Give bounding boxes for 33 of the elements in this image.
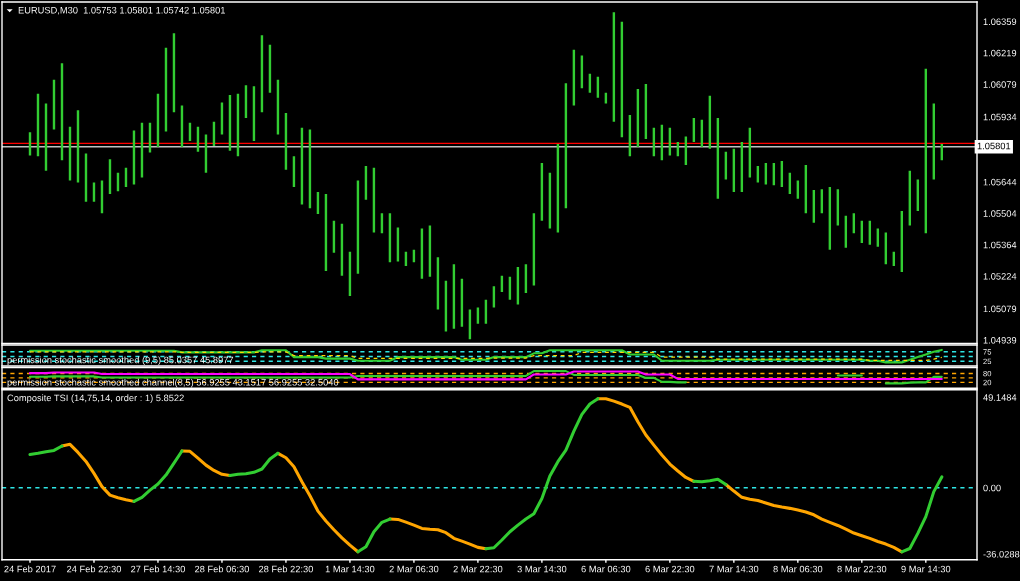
y-tick-label: 1.05364 xyxy=(983,241,1017,249)
y-tick-label: 1.06079 xyxy=(983,81,1017,88)
chart-title: EURUSD,M30 1.05753 1.05801 1.05742 1.05801 xyxy=(18,6,225,15)
y-tick-label: 1.05079 xyxy=(983,305,1017,313)
ref-line-label: 1.05801 xyxy=(977,142,1011,150)
x-tick-label: 6 Mar 06:30 xyxy=(581,565,631,573)
y-tick-label: 1.06219 xyxy=(983,49,1017,57)
x-tick-label: 6 Mar 22:30 xyxy=(645,565,695,573)
x-tick-label: 2 Mar 06:30 xyxy=(389,565,439,573)
y-tick-label: 1.05934 xyxy=(983,113,1017,121)
x-tick-label: 7 Mar 14:30 xyxy=(709,565,759,573)
y-tick-label: 1.05644 xyxy=(983,178,1017,186)
x-tick-label: 8 Mar 22:30 xyxy=(837,565,887,573)
chart-title: Composite TSI (14,75,14, order : 1) 5.8522 xyxy=(7,394,184,404)
y-tick-label: 1.05224 xyxy=(983,273,1017,280)
x-tick-label: 1 Mar 14:30 xyxy=(325,565,375,573)
text: permission stochastic smoothed channel(8,5) 56.9255 43.1517 56.9255 32.5040 xyxy=(7,378,339,388)
x-tick-label: 28 Feb 06:30 xyxy=(195,565,250,573)
y-tick-label: 1.04939 xyxy=(983,337,1017,344)
x-tick-label: 24 Feb 22:30 xyxy=(67,565,122,573)
y-tick-label: 49.1484 xyxy=(983,394,1017,401)
y-tick-label: 1.06359 xyxy=(983,18,1017,25)
x-tick-label: 8 Mar 06:30 xyxy=(773,565,823,573)
y-tick-label: 1.05504 xyxy=(983,210,1017,217)
x-tick-label: 28 Feb 22:30 xyxy=(258,565,313,573)
x-tick-label: 9 Mar 14:30 xyxy=(901,565,951,573)
y-tick-label: -36.0288 xyxy=(983,550,1020,558)
x-tick-label: 3 Mar 14:30 xyxy=(517,565,567,573)
y-tick-label: 0.00 xyxy=(983,484,1001,492)
text: permission stochastic smoothed (9,5) 85.0357 45.8977 xyxy=(7,356,234,366)
x-tick-label: 27 Feb 14:30 xyxy=(131,565,186,573)
x-tick-label: 2 Mar 22:30 xyxy=(453,565,503,573)
x-tick-label: 24 Feb 2017 xyxy=(4,565,56,573)
